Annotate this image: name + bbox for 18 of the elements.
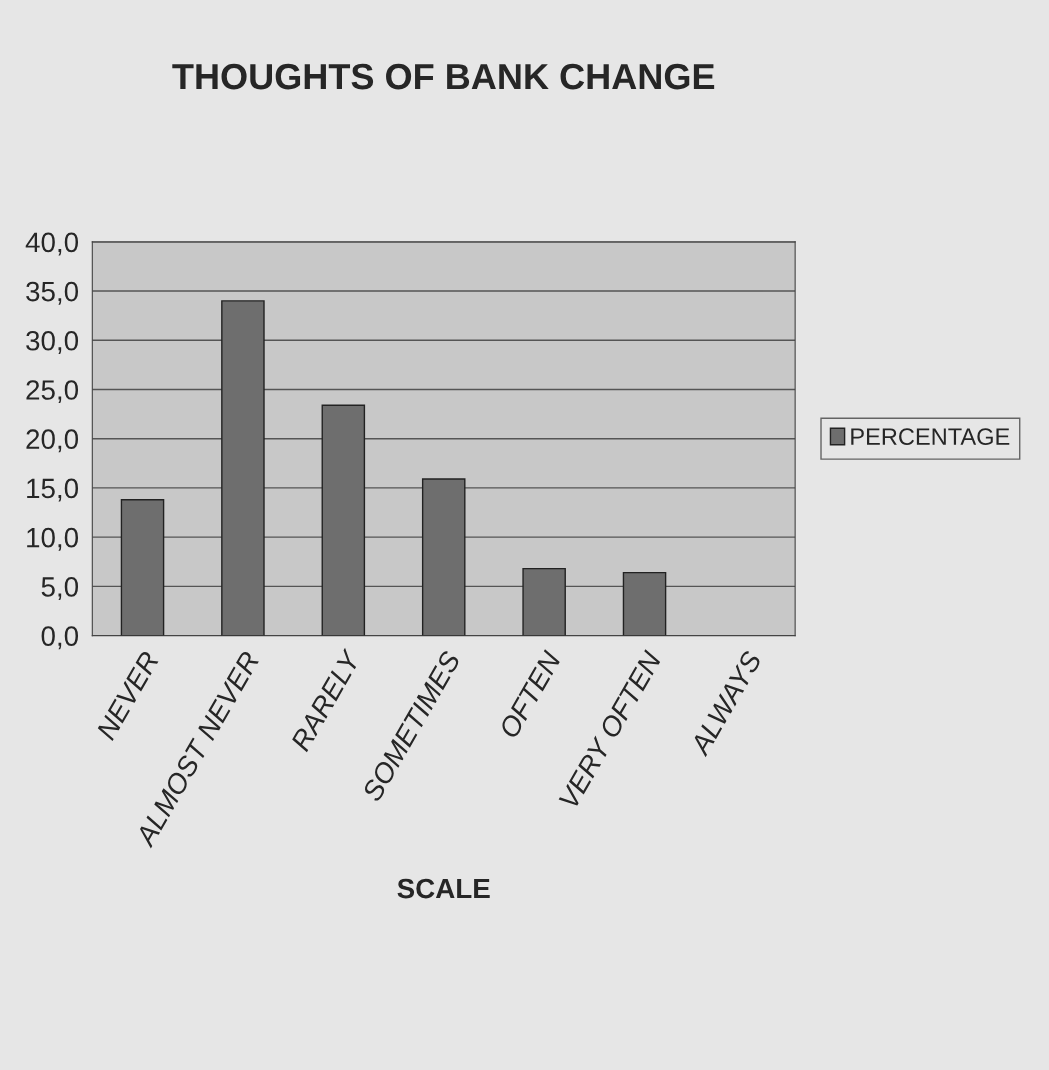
y-tick-label: 20,0 [26,429,79,453]
y-tick-label: 10,0 [27,527,79,551]
bar [421,478,466,636]
y-tick-label: 40,0 [25,232,79,256]
bar [120,499,165,636]
chart-title: THOUGHTS OF BANK CHANGE [172,63,715,90]
y-tick-label: 5,0 [41,577,79,600]
bar [522,567,566,636]
y-tick-label: 35,0 [26,281,79,305]
x-axis-title: SCALE [397,878,490,899]
y-tick-label: 25,0 [26,380,79,404]
legend-label: PERCENTAGE [851,428,1010,446]
bar [622,571,667,636]
y-tick-label: 30,0 [26,330,79,354]
y-tick-label: 0,0 [41,626,79,650]
bar [321,404,366,636]
bar [221,300,265,636]
y-tick-label: 15,0 [27,478,79,502]
